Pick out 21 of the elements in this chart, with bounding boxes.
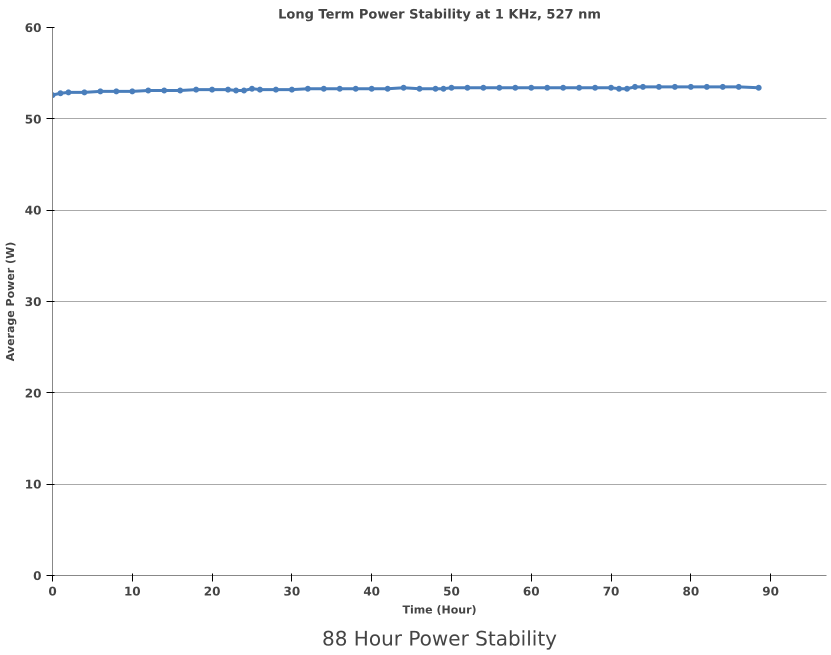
y-tick-label: 50 [24,112,42,126]
y-axis-title: Average Power (W) [4,242,17,362]
text: 88 Hour Power Stability [322,626,558,650]
y-tick-label: 0 [33,569,42,583]
x-tick-label: 50 [443,584,460,598]
y-tick-label: 60 [24,21,42,35]
x-tick-label: 60 [522,584,540,598]
x-tick-label: 20 [204,584,220,598]
y-tick-label: 30 [24,295,42,309]
y-tick-label: 40 [24,204,42,218]
x-tick-label: 40 [363,584,380,598]
y-tick-label: 20 [24,386,42,400]
x-tick-label: 70 [602,584,620,598]
x-tick-label: 80 [682,584,700,598]
x-tick-label: 30 [284,584,300,598]
x-tick-label: 0 [48,584,57,598]
x-axis-title: Time (Hour) [402,604,477,616]
x-tick-label: 90 [762,584,779,598]
y-tick-label: 10 [24,478,42,492]
x-tick-label: 10 [124,584,141,598]
chart-title: Long Term Power Stability at 1 KHz, 527 nm [278,8,601,22]
